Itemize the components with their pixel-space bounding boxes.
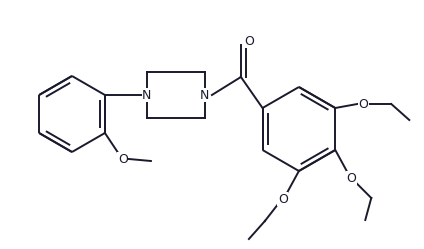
Text: O: O [244,35,254,48]
Text: O: O [346,172,356,185]
Text: O: O [118,152,128,166]
Text: O: O [358,98,368,111]
Text: N: N [142,88,152,102]
Text: N: N [200,88,209,102]
Text: O: O [278,192,288,205]
